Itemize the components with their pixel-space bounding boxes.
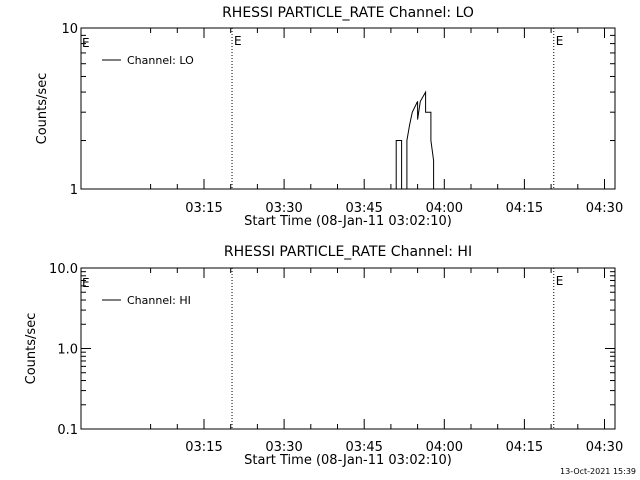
plot-frame [80, 27, 616, 190]
x-tick-label: 04:15 [506, 201, 543, 216]
chart-hi: RHESSI PARTICLE_RATE Channel: HI 0.1 1.0 10… [24, 244, 623, 468]
y-tick-label: 10.0 [49, 262, 78, 277]
x-tick-label: 04:15 [506, 440, 543, 455]
event-marker-label: E [556, 274, 564, 288]
legend-label: Channel: HI [127, 294, 191, 307]
y-tick-label: 0.1 [57, 423, 78, 438]
y-tick-label: 1 [70, 183, 78, 198]
x-tick-label: 04:00 [426, 201, 463, 216]
x-tick-label: 04:30 [586, 440, 623, 455]
y-tick-label: 1.0 [57, 343, 78, 358]
x-tick-label: 04:30 [586, 201, 623, 216]
x-tick-label: 03:45 [345, 201, 382, 216]
y-axis-label: Counts/sec [24, 313, 39, 385]
x-axis-label: Start Time (08-Jan-11 03:02:10) [244, 453, 452, 468]
event-marker-label: E [234, 34, 242, 48]
x-tick-label: 04:00 [426, 440, 463, 455]
legend-label: Channel: LO [127, 54, 194, 67]
chart-title: RHESSI PARTICLE_RATE Channel: HI [224, 244, 472, 260]
chart-title: RHESSI PARTICLE_RATE Channel: LO [222, 5, 474, 21]
x-tick-label: 03:15 [185, 440, 222, 455]
series-line [395, 90, 435, 190]
plot-frame [80, 267, 616, 430]
x-axis-label: Start Time (08-Jan-11 03:02:10) [244, 214, 452, 229]
edge-marker-label: E [82, 36, 90, 50]
x-tick-label: 03:30 [265, 440, 302, 455]
y-tick-label: 10 [61, 22, 78, 37]
x-tick-label: 03:45 [345, 440, 382, 455]
chart-lo: RHESSI PARTICLE_RATE Channel: LO 1 10 03:15… [35, 5, 623, 229]
event-marker-label: E [556, 34, 564, 48]
x-tick-label: 03:15 [185, 201, 222, 216]
y-axis-label: Counts/sec [35, 73, 50, 145]
edge-marker-label: E [82, 276, 90, 290]
timestamp-label: 13-Oct-2021 15:39 [560, 467, 636, 476]
x-tick-label: 03:30 [265, 201, 302, 216]
